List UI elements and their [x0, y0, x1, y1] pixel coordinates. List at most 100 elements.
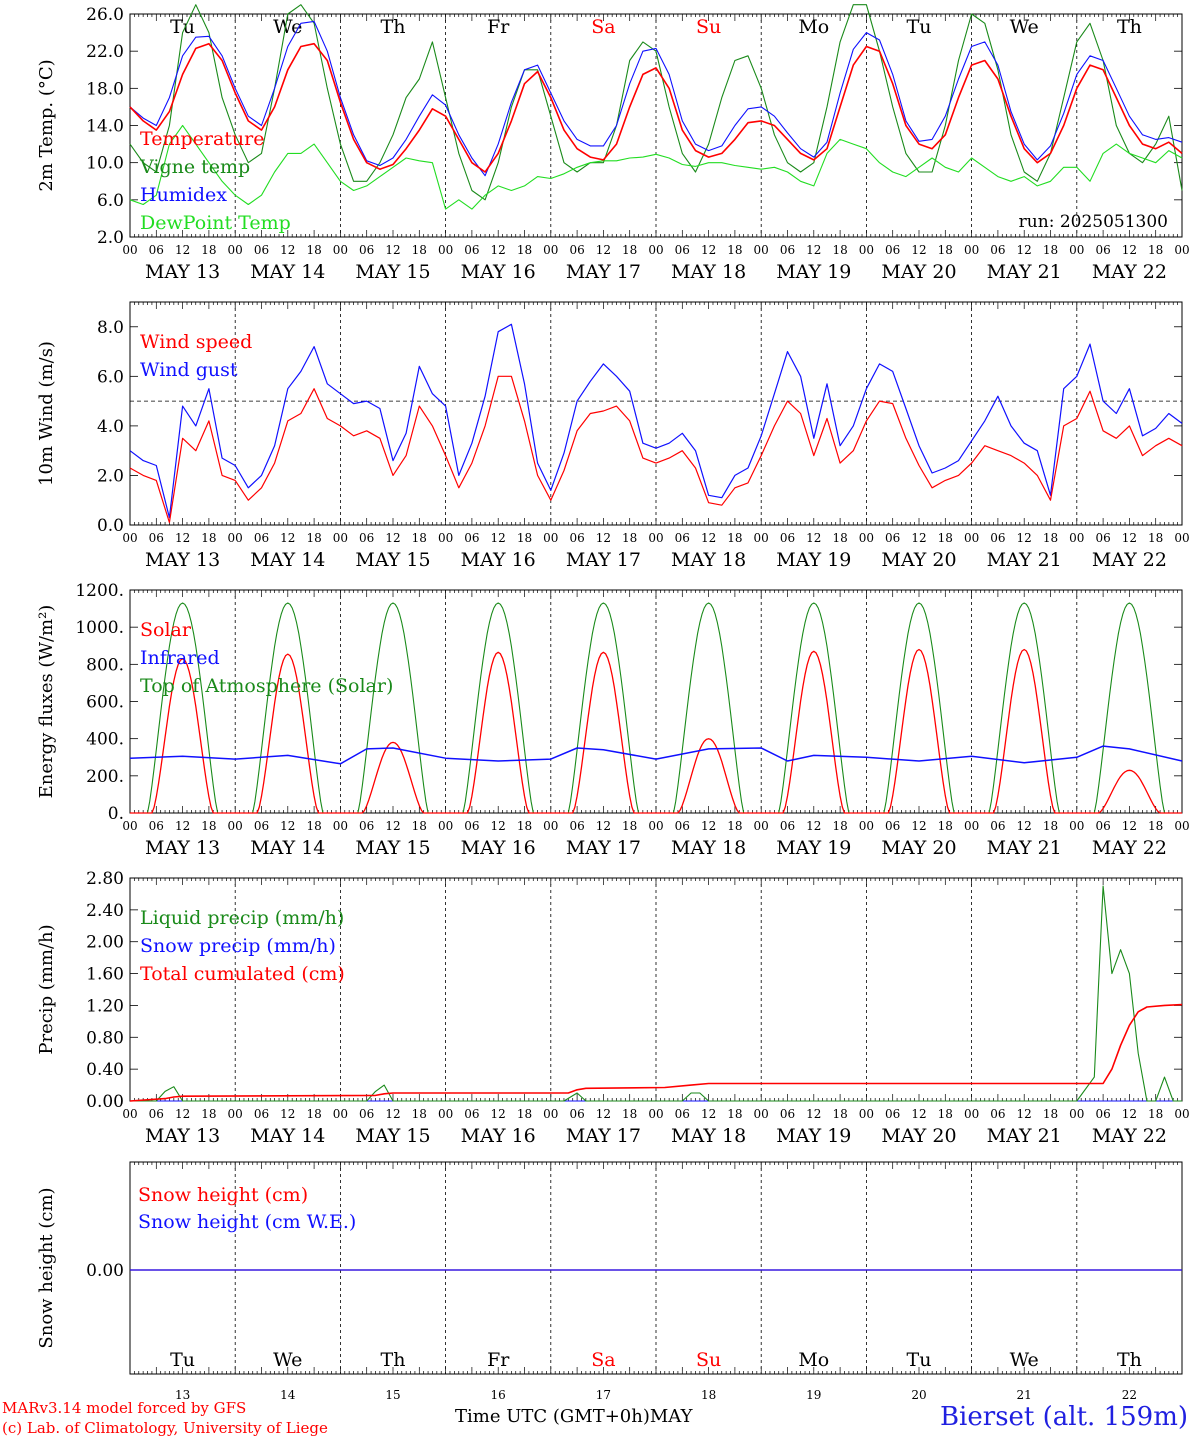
station-name: Bierset (alt. 159m)	[939, 1402, 1188, 1432]
temp-hour-label: 00	[648, 243, 663, 257]
wind-hour-label: 18	[201, 531, 216, 545]
temp-weekday-label: Fr	[487, 16, 510, 38]
temp-series-humidex	[129, 20, 1183, 177]
energy-hour-label: 18	[201, 819, 216, 833]
temp-ytick-label: 14.0	[86, 117, 124, 137]
temp-hour-label: 06	[780, 243, 795, 257]
temp-hour-label: 06	[464, 243, 479, 257]
temp-hour-label: 06	[990, 243, 1005, 257]
temp-hour-label: 00	[122, 243, 137, 257]
precip-hour-label: 06	[885, 1107, 900, 1121]
energy-date-label: MAY 18	[671, 837, 746, 859]
time-axis-label: Time UTC (GMT+0h)MAY	[455, 1406, 693, 1427]
precip-date-label: MAY 20	[881, 1125, 956, 1147]
wind-hour-label: 18	[938, 531, 953, 545]
precip-date-label: MAY 22	[1092, 1125, 1167, 1147]
temp-weekday-label: Mo	[798, 16, 829, 38]
wind-frame	[129, 301, 1183, 526]
temp-hour-label: 06	[1095, 243, 1110, 257]
precip-hour-label: 18	[1148, 1107, 1163, 1121]
energy-ylabel: Energy fluxes (W/m²)	[36, 605, 57, 799]
precip-hour-label: 12	[280, 1107, 295, 1121]
day-number-label: 18	[701, 1388, 716, 1402]
temp-hour-label: 06	[569, 243, 584, 257]
temp-hour-label: 18	[622, 243, 637, 257]
energy-ytick-label: 800.	[86, 655, 124, 675]
wind-hour-label: 12	[280, 531, 295, 545]
precip-series-liquid-precip-mm-h-	[130, 885, 1182, 1102]
temp-date-label: MAY 14	[250, 261, 325, 283]
energy-ytick-label: 1200.	[75, 581, 124, 601]
precip-date-label: MAY 16	[461, 1125, 536, 1147]
day-number-label: 21	[1017, 1388, 1032, 1402]
wind-date-label: MAY 17	[566, 549, 641, 571]
precip-hour-label: 06	[464, 1107, 479, 1121]
energy-hour-label: 12	[491, 819, 506, 833]
snow-weekday-label: Th	[1117, 1349, 1142, 1371]
precip-hour-label: 00	[1069, 1107, 1084, 1121]
wind-ytick-label: 2.0	[97, 466, 124, 486]
precip-hour-label: 06	[780, 1107, 795, 1121]
temp-hour-label: 12	[596, 243, 611, 257]
energy-ytick-label: 400.	[86, 730, 124, 750]
precip-hour-label: 00	[438, 1107, 453, 1121]
temp-legend-dewpoint-temp: DewPoint Temp	[140, 212, 291, 234]
energy-legend-top-of-atmosphere-solar-: Top of Atmosphere (Solar)	[140, 675, 393, 697]
energy-ytick-label: 600.	[86, 693, 124, 713]
temp-series-vigne-temp	[129, 4, 1183, 201]
precip-date-label: MAY 17	[566, 1125, 641, 1147]
snow-weekday-label: Mo	[798, 1349, 829, 1371]
snow-ylabel: Snow height (cm)	[36, 1187, 57, 1348]
temp-ytick-label: 2.0	[97, 228, 124, 248]
wind-hour-label: 06	[780, 531, 795, 545]
energy-date-label: MAY 20	[881, 837, 956, 859]
energy-date-label: MAY 15	[355, 837, 430, 859]
temp-hour-label: 12	[1122, 243, 1137, 257]
precip-date-label: MAY 19	[776, 1125, 851, 1147]
precip-date-label: MAY 13	[145, 1125, 220, 1147]
temp-weekday-label: Sa	[591, 16, 615, 38]
temp-hour-label: 00	[438, 243, 453, 257]
temp-hour-label: 06	[885, 243, 900, 257]
energy-hour-label: 00	[648, 819, 663, 833]
energy-hour-label: 18	[306, 819, 321, 833]
wind-hour-label: 18	[832, 531, 847, 545]
precip-hour-label: 18	[938, 1107, 953, 1121]
wind-hour-label: 00	[964, 531, 979, 545]
precip-ytick-label: 0.00	[86, 1092, 124, 1112]
lab-credit: (c) Lab. of Climatology, University of L…	[2, 1419, 328, 1437]
wind-hour-label: 06	[675, 531, 690, 545]
energy-date-label: MAY 19	[776, 837, 851, 859]
energy-hour-label: 00	[754, 819, 769, 833]
wind-hour-label: 18	[622, 531, 637, 545]
energy-hour-label: 12	[280, 819, 295, 833]
precip-hour-label: 18	[622, 1107, 637, 1121]
temp-weekday-label: Th	[381, 16, 406, 38]
wind-date-label: MAY 19	[776, 549, 851, 571]
precip-ytick-label: 0.80	[86, 1028, 124, 1048]
snow-legend-snow-height-cm-: Snow height (cm)	[138, 1184, 308, 1206]
precip-ytick-label: 1.20	[86, 996, 124, 1016]
precip-ytick-label: 2.80	[86, 869, 124, 889]
precip-legend-snow-precip-mm-h-: Snow precip (mm/h)	[140, 935, 336, 957]
temp-hour-label: 06	[254, 243, 269, 257]
wind-hour-label: 00	[438, 531, 453, 545]
precip-date-label: MAY 14	[250, 1125, 325, 1147]
precip-series-total-cumulated-cm-	[129, 1003, 1183, 1102]
wind-date-label: MAY 21	[987, 549, 1062, 571]
wind-series-wind-speed	[129, 375, 1183, 524]
precip-hour-label: 00	[859, 1107, 874, 1121]
temp-ytick-label: 10.0	[86, 154, 124, 174]
temp-weekday-label: Tu	[170, 16, 195, 38]
temp-hour-label: 18	[1043, 243, 1058, 257]
day-number-label: 17	[596, 1388, 611, 1402]
wind-ytick-label: 4.0	[97, 417, 124, 437]
wind-hour-label: 12	[491, 531, 506, 545]
energy-hour-label: 12	[911, 819, 926, 833]
snow-weekday-label: Sa	[591, 1349, 615, 1371]
energy-hour-label: 00	[122, 819, 137, 833]
wind-legend-wind-gust: Wind gust	[140, 359, 238, 381]
day-number-label: 16	[491, 1388, 506, 1402]
precip-hour-label: 06	[675, 1107, 690, 1121]
